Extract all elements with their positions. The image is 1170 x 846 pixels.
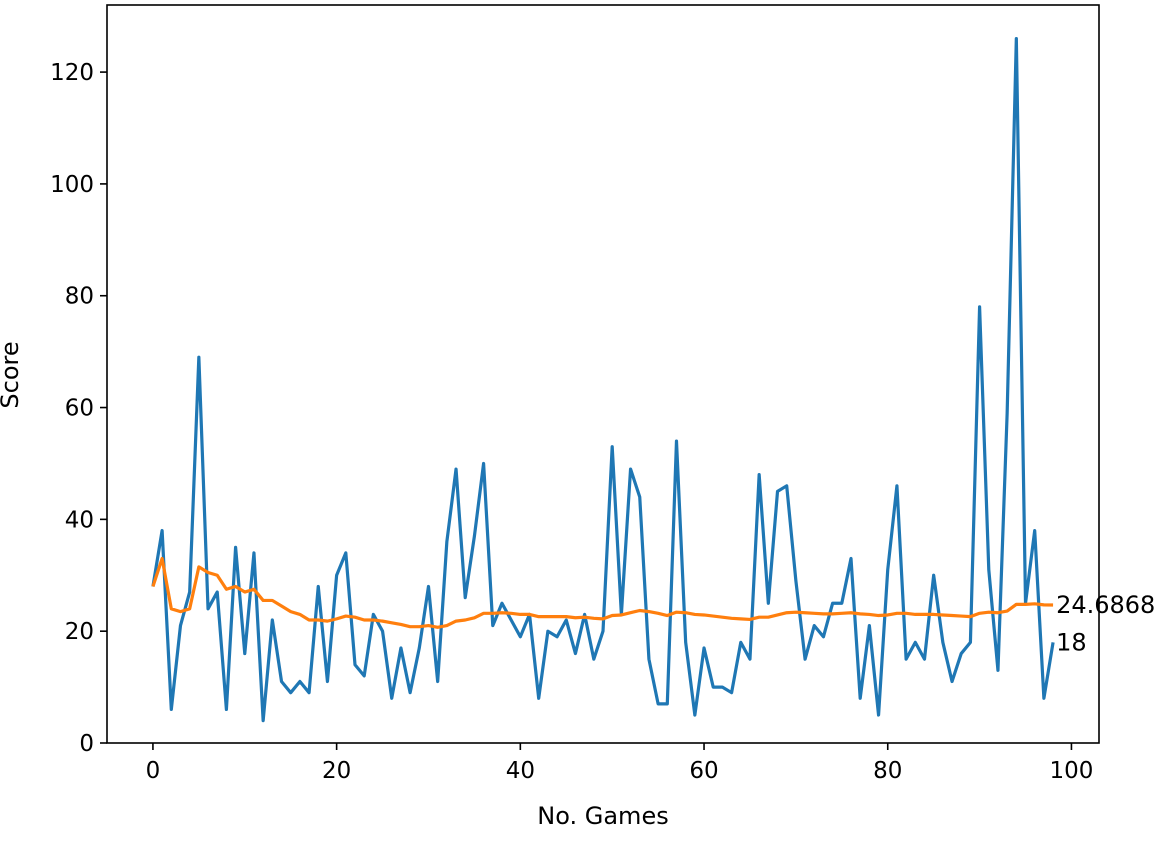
y-axis-label: Score — [0, 341, 24, 408]
x-tick-label: 20 — [322, 758, 351, 784]
y-tick-label: 0 — [79, 731, 94, 757]
y-tick-label: 100 — [50, 172, 94, 198]
plot-area-frame — [106, 4, 1100, 744]
y-tick-label: 120 — [50, 60, 94, 86]
data-label: 24.6868 — [1056, 591, 1155, 619]
series-line-2 — [151, 556, 1054, 629]
y-tick-label: 20 — [65, 619, 94, 645]
y-tick-label: 40 — [65, 507, 94, 533]
x-tick-label: 60 — [689, 758, 718, 784]
data-label: 18 — [1056, 628, 1087, 656]
x-tick-label: 80 — [873, 758, 902, 784]
x-axis-label: No. Games — [537, 802, 668, 830]
x-tick-label: 40 — [506, 758, 535, 784]
x-tick-label: 0 — [146, 758, 161, 784]
annotation-layer: 24.6868 18 — [1056, 591, 1155, 656]
series-line-1 — [151, 36, 1055, 723]
y-axis: 0 20 40 60 80 100 120 — [50, 60, 107, 757]
series-layer — [151, 36, 1055, 723]
y-tick-label: 60 — [65, 396, 94, 422]
x-tick-label: 100 — [1049, 758, 1093, 784]
y-tick-label: 80 — [65, 284, 94, 310]
x-axis: 0 20 40 60 80 100 — [146, 743, 1093, 784]
